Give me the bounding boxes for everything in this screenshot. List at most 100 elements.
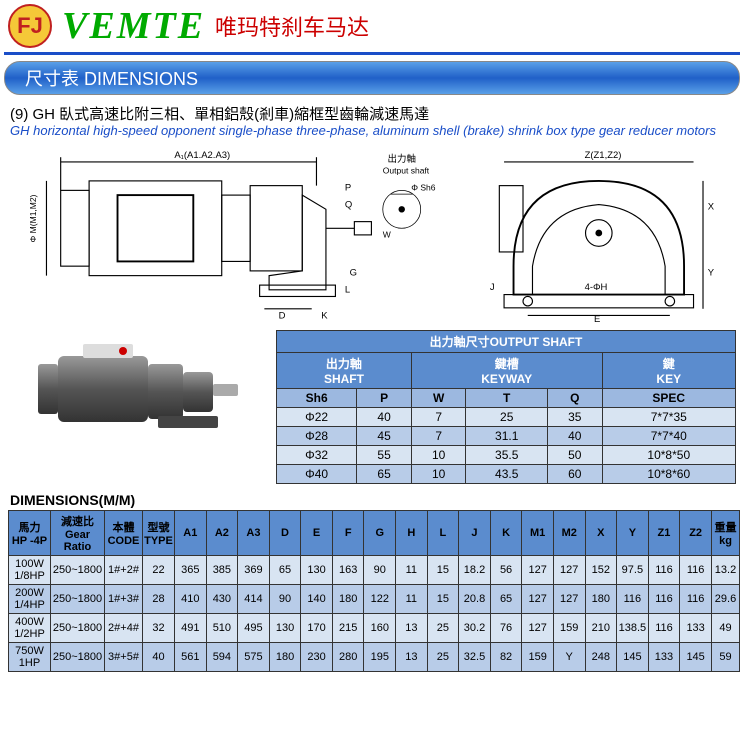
dimensions-label: DIMENSIONS(M/M) xyxy=(0,486,744,510)
shaft-cell: 40 xyxy=(357,408,412,427)
svg-text:X: X xyxy=(708,202,715,213)
main-cell: 40 xyxy=(143,643,175,672)
main-col: A3 xyxy=(238,511,270,556)
main-cell: 510 xyxy=(206,614,238,643)
main-col: E xyxy=(301,511,333,556)
main-col: H xyxy=(396,511,428,556)
shaft-cell: Φ22 xyxy=(277,408,357,427)
main-cell: 145 xyxy=(617,643,649,672)
shaft-cell: 55 xyxy=(357,446,412,465)
shaft-cell: 31.1 xyxy=(466,427,547,446)
svg-text:P: P xyxy=(345,183,351,194)
brand-logo: FJ xyxy=(8,4,52,48)
main-cell: 25 xyxy=(427,614,459,643)
main-cell: 90 xyxy=(269,585,301,614)
main-cell: 30.2 xyxy=(459,614,491,643)
main-cell: 1#+2# xyxy=(105,556,143,585)
main-col: M2 xyxy=(553,511,585,556)
front-view-drawing: Z(Z1,Z2) X Y 4-ΦH E J xyxy=(462,142,736,324)
main-cell: 365 xyxy=(175,556,207,585)
shaft-cell: 7*7*35 xyxy=(602,408,735,427)
main-col: 重量kg xyxy=(712,511,740,556)
main-cell: 13 xyxy=(396,614,428,643)
main-cell: 2#+4# xyxy=(105,614,143,643)
main-cell: 116 xyxy=(617,585,649,614)
main-cell: 97.5 xyxy=(617,556,649,585)
main-col: G xyxy=(364,511,396,556)
svg-text:L: L xyxy=(345,285,350,296)
main-cell: 385 xyxy=(206,556,238,585)
shaft-cell: 7 xyxy=(411,427,466,446)
side-view-drawing: A₁(A1.A2.A3) Φ M(M1,M2) D K P Q G L 出力軸 … xyxy=(8,142,454,324)
main-cell: 180 xyxy=(269,643,301,672)
main-cell: 56 xyxy=(490,556,522,585)
subtitle-block: (9) GH 臥式高速比附三相、單相鋁殼(剎車)縮框型齒輪減速馬達 GH hor… xyxy=(0,99,744,138)
shaft-col: P xyxy=(357,389,412,408)
svg-text:D: D xyxy=(279,311,286,322)
main-cell: 127 xyxy=(522,556,554,585)
shaft-cell: 65 xyxy=(357,465,412,484)
svg-text:4-ΦH: 4-ΦH xyxy=(585,282,608,293)
svg-text:Q: Q xyxy=(345,200,352,211)
main-col: X xyxy=(585,511,617,556)
main-cell: 25 xyxy=(427,643,459,672)
subtitle-cn: (9) GH 臥式高速比附三相、單相鋁殼(剎車)縮框型齒輪減速馬達 xyxy=(10,103,734,124)
main-col: 減速比Gear Ratio xyxy=(51,511,105,556)
main-cell: 59 xyxy=(712,643,740,672)
svg-text:Φ Sh6: Φ Sh6 xyxy=(411,183,436,193)
main-cell: 280 xyxy=(332,643,364,672)
brand-english: VEMTE xyxy=(62,4,205,48)
main-cell: 159 xyxy=(553,614,585,643)
shaft-cell: 35.5 xyxy=(466,446,547,465)
svg-text:Φ M(M1,M2): Φ M(M1,M2) xyxy=(28,195,38,243)
main-cell: 414 xyxy=(238,585,270,614)
main-cell: 180 xyxy=(585,585,617,614)
main-cell: 13 xyxy=(396,643,428,672)
main-cell: 11 xyxy=(396,585,428,614)
main-cell: 49 xyxy=(712,614,740,643)
svg-text:E: E xyxy=(594,314,600,323)
shaft-cell: Φ40 xyxy=(277,465,357,484)
main-cell: 32 xyxy=(143,614,175,643)
main-cell: 127 xyxy=(522,585,554,614)
subtitle-en: GH horizontal high-speed opponent single… xyxy=(10,124,734,138)
main-col: Z1 xyxy=(648,511,680,556)
main-col: A1 xyxy=(175,511,207,556)
shaft-cell: 40 xyxy=(547,427,602,446)
main-cell: 116 xyxy=(680,585,712,614)
main-cell: 1#+3# xyxy=(105,585,143,614)
main-cell: 15 xyxy=(427,585,459,614)
main-col: Y xyxy=(617,511,649,556)
main-cell: 561 xyxy=(175,643,207,672)
main-cell: 13.2 xyxy=(712,556,740,585)
output-shaft-table: 出力軸尺寸OUTPUT SHAFT 出力軸SHAFT 鍵槽KEYWAY 鍵KEY… xyxy=(276,330,736,484)
main-cell: 18.2 xyxy=(459,556,491,585)
svg-text:K: K xyxy=(321,311,328,322)
main-cell: 180 xyxy=(332,585,364,614)
main-cell: 29.6 xyxy=(712,585,740,614)
main-cell: 127 xyxy=(522,614,554,643)
main-cell: 32.5 xyxy=(459,643,491,672)
main-cell: 65 xyxy=(269,556,301,585)
main-cell: 594 xyxy=(206,643,238,672)
shaft-cell: 45 xyxy=(357,427,412,446)
main-cell: 82 xyxy=(490,643,522,672)
main-col: 本體CODE xyxy=(105,511,143,556)
shaft-cell: 10 xyxy=(411,465,466,484)
svg-text:Output shaft: Output shaft xyxy=(383,166,430,176)
main-cell: 400W1/2HP xyxy=(9,614,51,643)
main-cell: 248 xyxy=(585,643,617,672)
shaft-cell: 7 xyxy=(411,408,466,427)
main-dimensions-table: 馬力HP -4P減速比Gear Ratio本體CODE型號TYPEA1A2A3D… xyxy=(0,510,744,676)
banner-text: 尺寸表 DIMENSIONS xyxy=(25,65,198,91)
shaft-cell: 10*8*50 xyxy=(602,446,735,465)
main-cell: 195 xyxy=(364,643,396,672)
brand-chinese: 唯玛特刹车马达 xyxy=(215,10,369,42)
svg-text:出力軸: 出力軸 xyxy=(388,153,416,165)
main-cell: 28 xyxy=(143,585,175,614)
main-cell: 130 xyxy=(269,614,301,643)
main-cell: 116 xyxy=(680,556,712,585)
main-col: D xyxy=(269,511,301,556)
main-cell: 163 xyxy=(332,556,364,585)
main-cell: 152 xyxy=(585,556,617,585)
